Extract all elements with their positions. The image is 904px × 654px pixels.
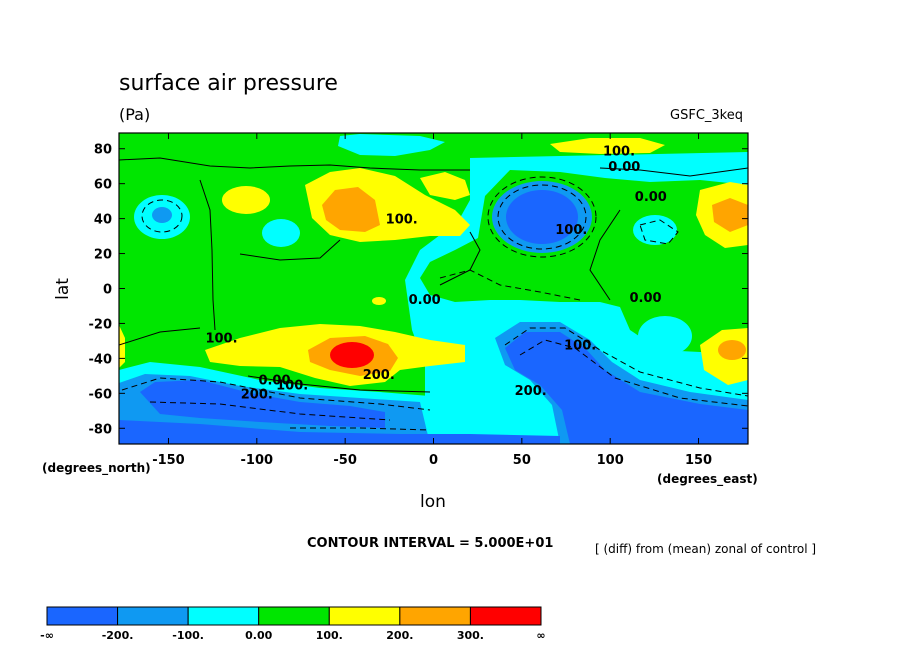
x-tick-label: -100 bbox=[241, 453, 274, 468]
region-cyan-west bbox=[262, 219, 300, 247]
plot-area bbox=[118, 132, 749, 445]
colorbar-label: 0.00 bbox=[245, 629, 272, 642]
colorbar-label: ∞ bbox=[536, 629, 545, 642]
contour-label: 100. bbox=[555, 223, 587, 238]
region-orange-east-south bbox=[718, 340, 746, 360]
region-yellow-north-russia bbox=[420, 172, 470, 200]
colorbar-label: -200. bbox=[102, 629, 134, 642]
y-axis-note: (degrees_north) bbox=[42, 461, 151, 476]
x-axis-ticks: -150 -100 -50 0 50 100 150 bbox=[152, 133, 712, 468]
x-tick-label: 100 bbox=[597, 453, 624, 468]
contour-label: 0.00 bbox=[635, 190, 667, 205]
x-tick-label: 0 bbox=[429, 453, 438, 468]
region-yellow-west-edge bbox=[119, 325, 125, 368]
contour-label: 200. bbox=[363, 368, 395, 383]
region-blue-northeast bbox=[506, 190, 578, 244]
contour-label: 100. bbox=[386, 213, 418, 228]
y-axis-label: lat bbox=[53, 278, 73, 300]
x-tick-label: 50 bbox=[513, 453, 531, 468]
footnote: [ (diff) from (mean) zonal of control ] bbox=[595, 542, 816, 556]
contour-label: 100. bbox=[603, 144, 635, 159]
y-tick-label: 40 bbox=[94, 213, 112, 228]
contour-label: 200. bbox=[515, 384, 547, 399]
region-yellow-north-west bbox=[222, 186, 270, 214]
y-tick-label: -80 bbox=[89, 422, 113, 437]
contour-lines bbox=[118, 157, 749, 393]
colorbar-swatch bbox=[117, 606, 189, 626]
contour-interval: CONTOUR INTERVAL = 5.000E+01 bbox=[307, 536, 553, 551]
region-orange-east-north bbox=[712, 198, 748, 232]
contour-label: 100. bbox=[564, 338, 596, 353]
y-tick-label: -20 bbox=[89, 317, 113, 332]
region-cyan-east-tropics bbox=[405, 152, 748, 444]
y-tick-label: 60 bbox=[94, 178, 112, 193]
contour-label: 0.00 bbox=[409, 293, 441, 308]
contour-label: 200. bbox=[241, 387, 273, 402]
region-cyan-arctic bbox=[338, 134, 445, 156]
x-tick-label: 150 bbox=[685, 453, 712, 468]
colorbar-swatch bbox=[187, 606, 260, 626]
contour-label: 100. bbox=[276, 379, 308, 394]
colorbar-swatch bbox=[46, 606, 119, 626]
colorbar-label: -100. bbox=[172, 629, 204, 642]
units-label: (Pa) bbox=[119, 105, 150, 124]
contour-label: 100. bbox=[205, 331, 237, 346]
x-axis-label: lon bbox=[420, 492, 446, 512]
y-tick-label: -60 bbox=[89, 387, 113, 402]
contour-label: 0.00 bbox=[608, 160, 640, 175]
y-tick-label: -40 bbox=[89, 352, 113, 367]
y-tick-label: 0 bbox=[103, 283, 112, 298]
y-tick-label: 80 bbox=[94, 143, 112, 158]
region-yellow-small-south bbox=[372, 297, 386, 305]
colorbar-swatch bbox=[399, 606, 471, 626]
region-blue-southeast bbox=[505, 332, 748, 444]
model-label: GSFC_3keq bbox=[670, 108, 743, 123]
colorbar-label: 100. bbox=[316, 629, 343, 642]
colorbar-label: 300. bbox=[457, 629, 484, 642]
colorbar-label: -∞ bbox=[40, 629, 54, 642]
region-lightblue-pacific-core bbox=[152, 207, 172, 223]
region-orange-north-atlantic bbox=[322, 187, 380, 232]
chart-title: surface air pressure bbox=[119, 71, 338, 96]
colorbar-swatch bbox=[328, 606, 401, 626]
contour-label: 0.00 bbox=[629, 291, 661, 306]
colorbar: -∞ -200. -100. 0.00 100. 200. 300. ∞ bbox=[40, 606, 546, 642]
x-axis-note: (degrees_east) bbox=[657, 472, 758, 487]
x-tick-label: -50 bbox=[333, 453, 357, 468]
colorbar-label: 200. bbox=[386, 629, 413, 642]
colorbar-swatch bbox=[469, 606, 542, 626]
y-axis-ticks: 80 60 40 20 0 -20 -40 -60 -80 bbox=[89, 143, 748, 437]
contour-lines-negative bbox=[121, 176, 749, 431]
y-tick-label: 20 bbox=[94, 248, 112, 263]
region-blue-south-west-strip bbox=[119, 420, 560, 444]
colorbar-swatch bbox=[258, 606, 330, 626]
contour-label: 0.00 bbox=[258, 373, 290, 388]
region-yellow-arctic bbox=[550, 138, 665, 154]
region-red-south-atlantic bbox=[330, 342, 374, 368]
region-cyan-east-south bbox=[638, 316, 692, 356]
x-tick-label: -150 bbox=[152, 453, 185, 468]
